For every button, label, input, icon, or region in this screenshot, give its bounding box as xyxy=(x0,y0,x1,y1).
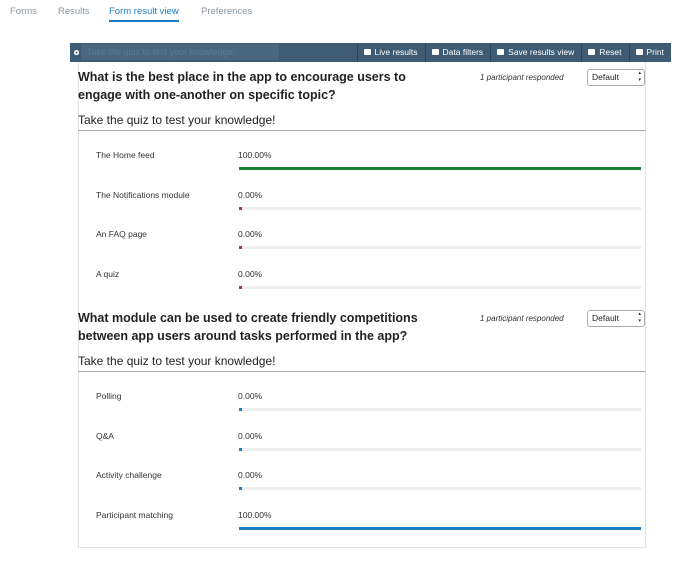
option-label: Q&A xyxy=(96,430,114,441)
divider xyxy=(78,371,646,372)
bar-track xyxy=(239,526,641,530)
bar-track xyxy=(239,408,641,411)
option-label: Polling xyxy=(96,391,122,401)
question-subtitle: Take the quiz to test your knowledge! xyxy=(78,354,276,368)
option-percent: 0.00% xyxy=(238,430,263,441)
option-label: The Notifications module xyxy=(96,189,190,200)
settings-icon[interactable] xyxy=(73,49,80,56)
toolbar-button[interactable]: Reset xyxy=(581,43,628,62)
result-bar xyxy=(239,408,242,411)
result-bar xyxy=(239,167,641,170)
toolbar-buttons: Live results Data filters Save results vie… xyxy=(356,43,671,62)
view-select[interactable]: Default xyxy=(587,310,645,327)
option-percent: 0.00% xyxy=(238,391,263,401)
option-percent: 0.00% xyxy=(238,268,263,279)
option-percent: 100.00% xyxy=(238,150,272,160)
result-bar xyxy=(239,487,242,490)
question-title: What module can be used to create friend… xyxy=(78,311,418,343)
option-label: An FAQ page xyxy=(96,229,148,239)
toolbar: Take the quiz to test your knowledge! Li… xyxy=(70,43,671,62)
bar-track xyxy=(239,167,641,170)
result-bar xyxy=(239,447,242,451)
option-percent: 0.00% xyxy=(238,470,263,480)
toolbar-button[interactable]: Data filters xyxy=(424,43,491,62)
option-label: Participant matching xyxy=(96,509,174,520)
tab[interactable]: Form result view xyxy=(109,6,179,22)
result-bar xyxy=(239,526,641,530)
search-input[interactable]: Take the quiz to test your knowledge! xyxy=(81,44,279,60)
responded-count: 1 participant responded xyxy=(480,314,564,323)
bar-track xyxy=(239,206,641,210)
bar-track xyxy=(239,246,641,249)
toolbar-button[interactable]: Save results view xyxy=(490,43,581,62)
divider xyxy=(78,130,646,131)
responded-count: 1 participant responded xyxy=(480,73,564,82)
result-bar xyxy=(239,246,242,249)
question-title: What is the best place in the app to enc… xyxy=(78,70,406,102)
toolbar-button[interactable]: Live results xyxy=(356,43,425,62)
question-subtitle: Take the quiz to test your knowledge! xyxy=(78,113,276,127)
option-percent: 0.00% xyxy=(238,189,263,200)
results-panel xyxy=(78,62,646,548)
bar-track xyxy=(239,447,641,451)
tab[interactable]: Results xyxy=(58,6,90,17)
option-percent: 0.00% xyxy=(238,229,263,239)
result-bar xyxy=(239,285,242,289)
option-label: Activity challenge xyxy=(96,470,162,480)
option-percent: 100.00% xyxy=(238,509,272,520)
option-label: A quiz xyxy=(96,268,120,279)
option-label: The Home feed xyxy=(96,150,155,160)
view-select[interactable]: Default xyxy=(587,69,645,86)
bar-track xyxy=(239,285,641,289)
result-bar xyxy=(239,206,242,210)
tab[interactable]: Forms xyxy=(10,6,37,17)
toolbar-button[interactable]: Print xyxy=(628,43,671,62)
bar-track xyxy=(239,487,641,490)
tab[interactable]: Preferences xyxy=(201,6,253,17)
